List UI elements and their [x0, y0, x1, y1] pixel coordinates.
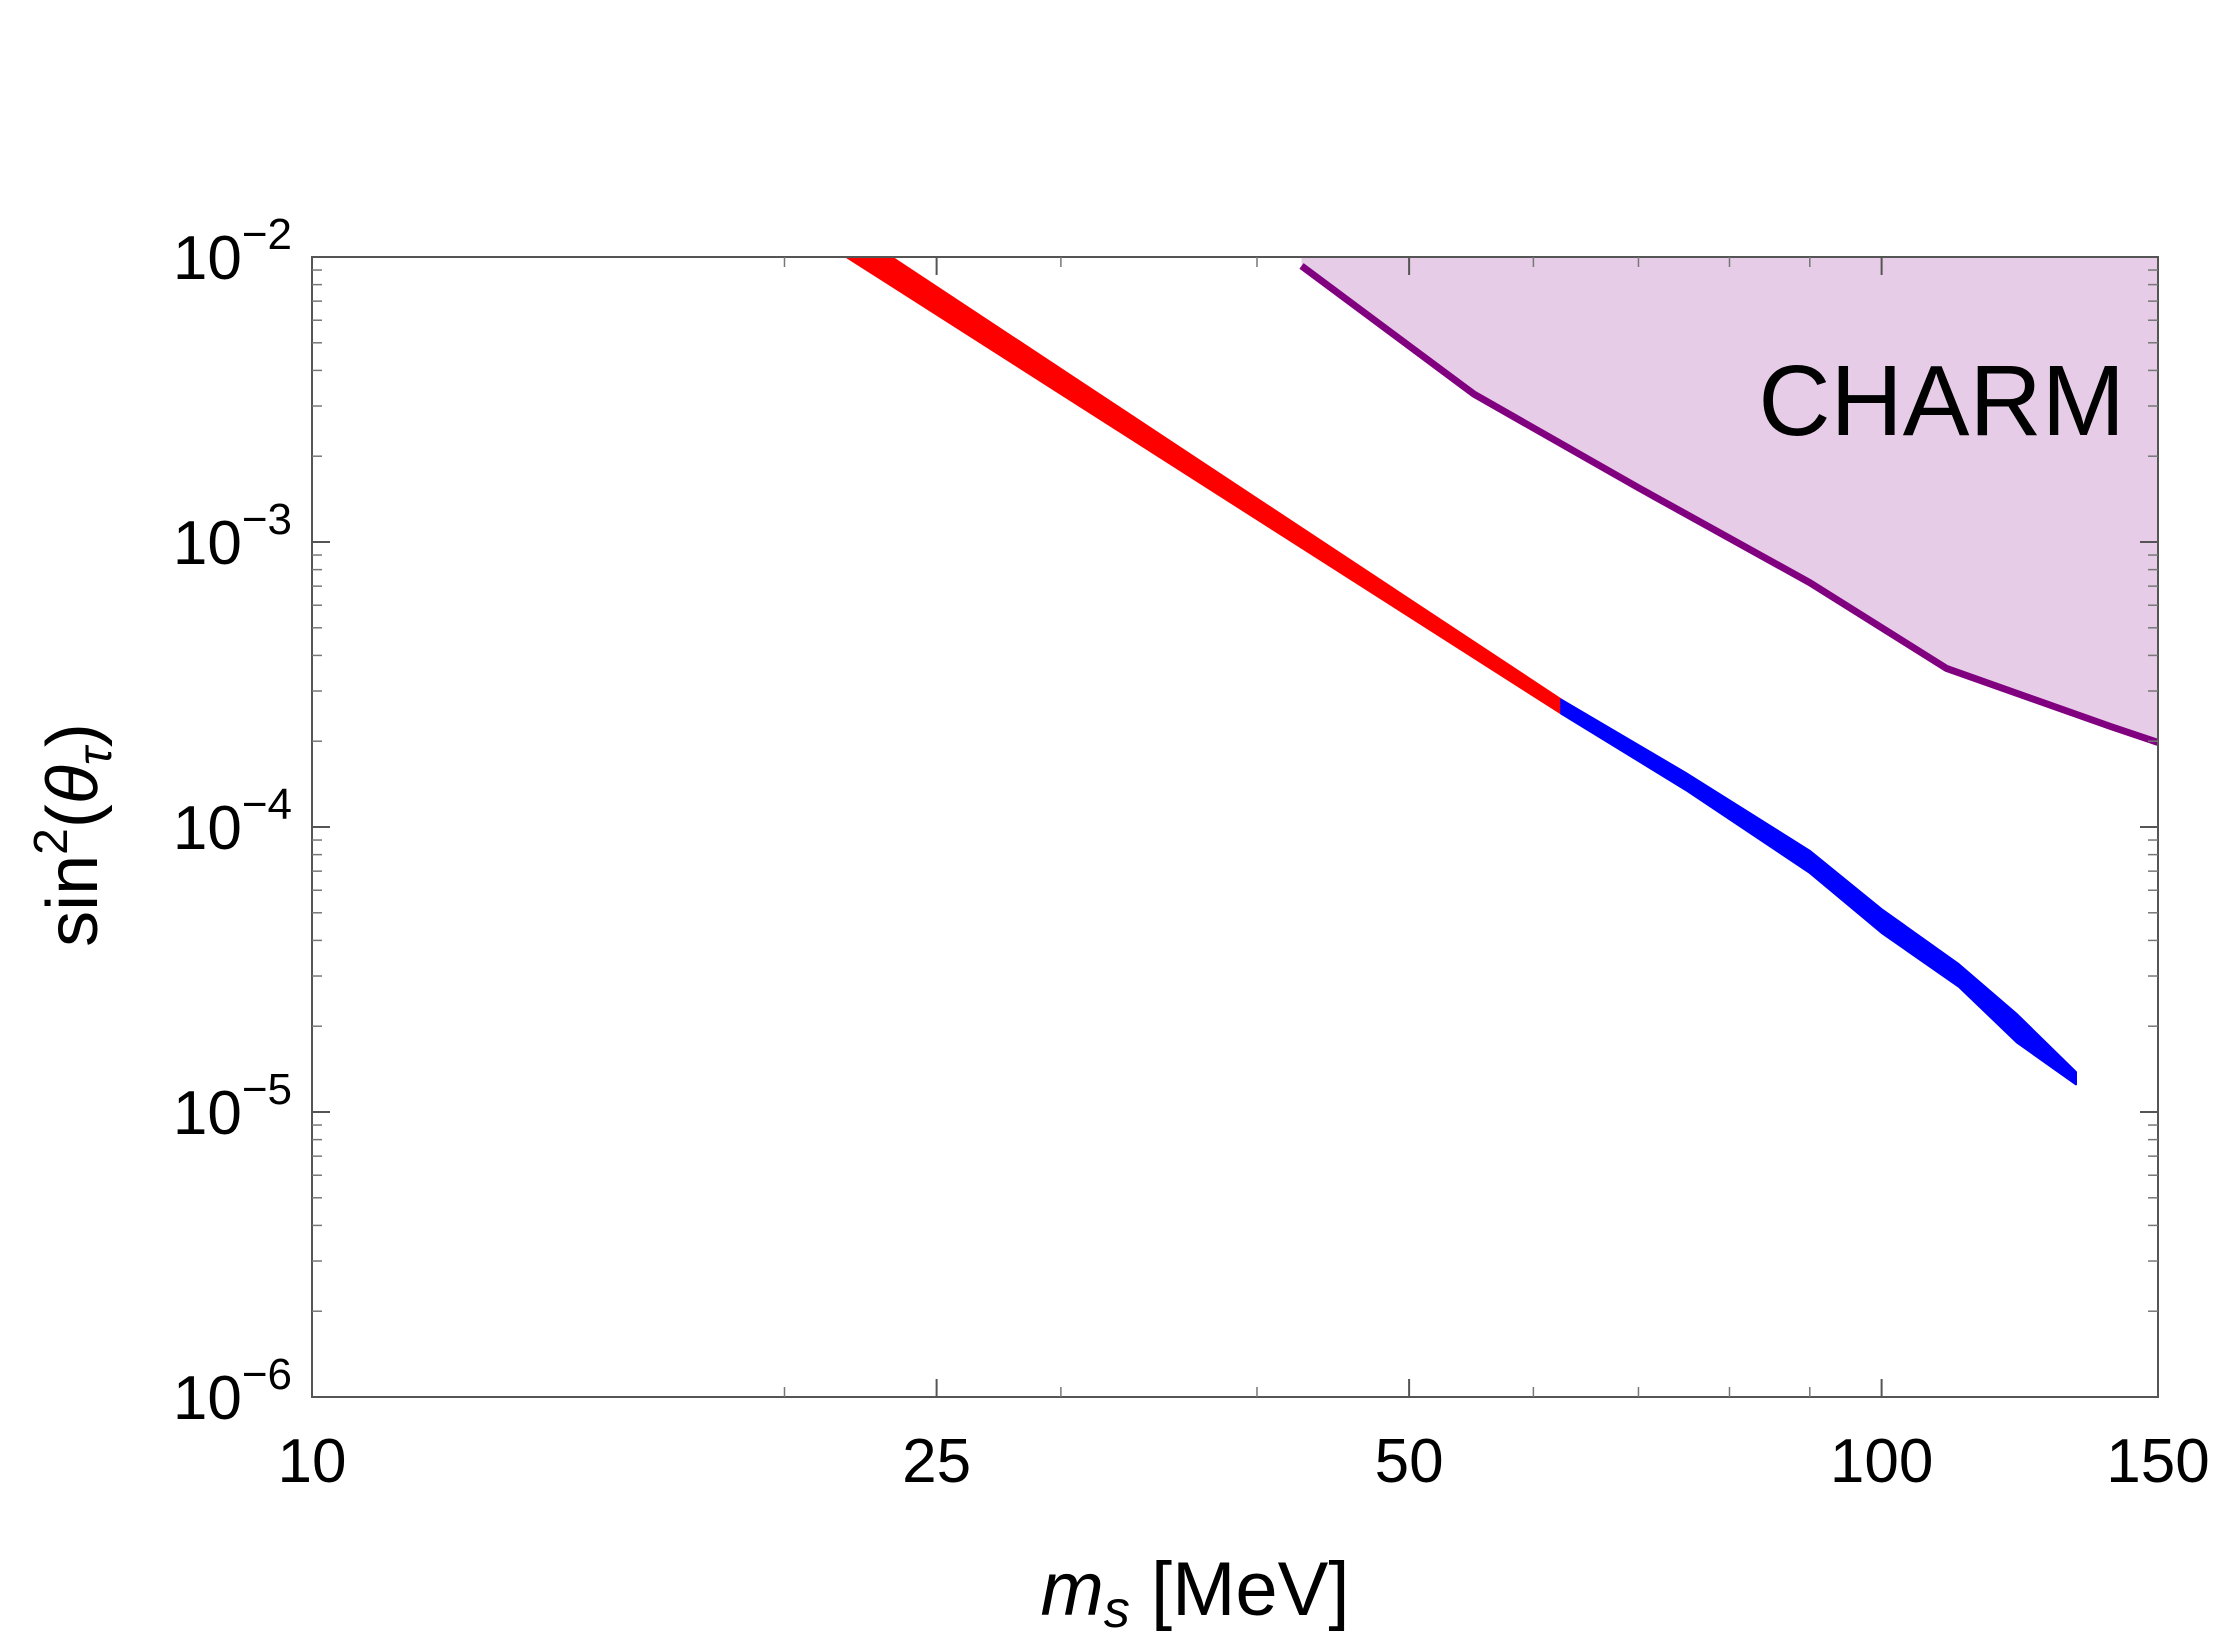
- x-tick-label: 100: [1830, 1427, 1933, 1496]
- y-tick-label: 10−2: [173, 210, 292, 293]
- x-axis-title: ms [MeV]: [1041, 1547, 1350, 1639]
- y-tick-label: 10−5: [173, 1065, 292, 1148]
- y-tick-label: 10−6: [173, 1350, 292, 1433]
- tick-labels: 10 25 50 100 150 10−2 10−3 10−4 10−5 10−6: [173, 210, 2210, 1496]
- y-axis-title: sin2(θτ): [25, 723, 122, 947]
- y-tick-label: 10−3: [173, 495, 292, 578]
- y-axis-power: 2: [25, 828, 78, 855]
- y-axis-func: sin: [33, 855, 113, 947]
- charm-boundary-line: [1299, 263, 2158, 746]
- x-axis-unit: [MeV]: [1130, 1547, 1350, 1632]
- y-axis-subscript: τ: [69, 744, 122, 765]
- blue-band: [1560, 698, 2077, 1086]
- x-axis-symbol: m: [1041, 1547, 1104, 1632]
- y-axis-symbol: θ: [33, 765, 113, 804]
- x-tick-label: 25: [902, 1427, 971, 1496]
- y-axis-open: (: [33, 804, 113, 828]
- charm-excluded-region: [1301, 257, 2158, 743]
- x-axis-subscript: s: [1104, 1581, 1130, 1639]
- charm-label: CHARM: [1758, 345, 2125, 457]
- x-tick-label: 150: [2106, 1427, 2209, 1496]
- x-tick-label: 50: [1375, 1427, 1444, 1496]
- plot-area: [845, 257, 2158, 1086]
- y-axis-close: ): [33, 723, 113, 747]
- axis-ticks: [311, 256, 2159, 1398]
- y-tick-label: 10−4: [173, 780, 292, 863]
- x-tick-label: 10: [278, 1427, 347, 1496]
